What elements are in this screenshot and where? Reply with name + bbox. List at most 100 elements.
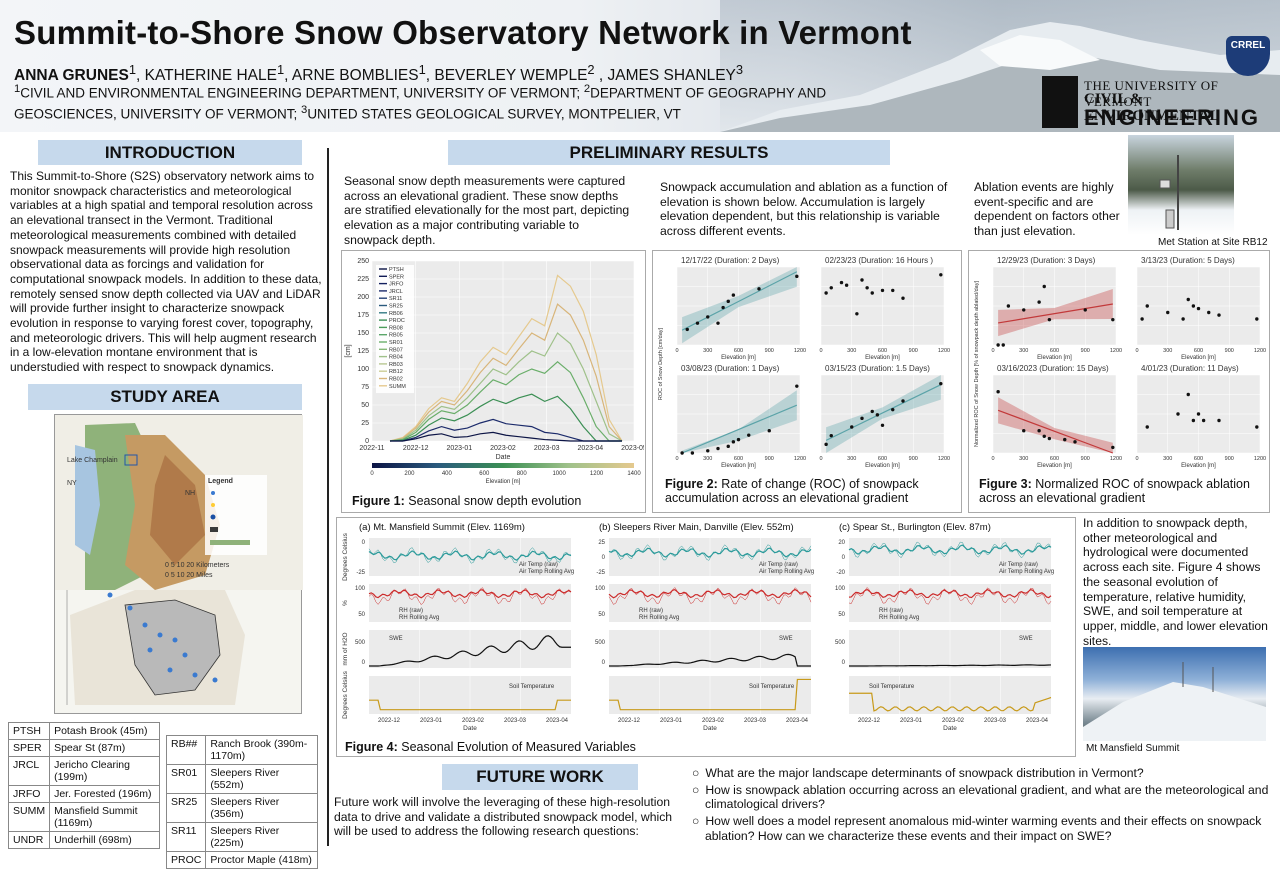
data-point [850,425,854,429]
colorbar-tick: 1200 [590,471,604,477]
site-code: SR11 [165,822,207,852]
data-point [1207,310,1211,315]
future-work-text: Future work will involve the leveraging … [334,795,673,839]
row-label: % [342,600,349,606]
met-station-photo [1128,135,1234,235]
data-point [1063,437,1067,442]
air-temp-rolling [848,544,1052,556]
legend-label: SPER [389,274,404,280]
figure-1-text: Seasonal snow depth evolution [404,494,582,508]
legend-label: RH (raw) [879,608,903,614]
x-tick-label: 2022-12 [378,718,401,724]
data-point [685,327,689,332]
panel-title: 03/08/23 (Duration: 1 Days) [681,364,780,373]
question-1: What are the major landscape determinant… [705,766,1144,780]
author-wemple-affil: 2 [587,62,595,77]
fit-line [681,271,798,331]
fit-line [681,404,798,454]
data-point [731,440,736,444]
rh-rolling [608,588,812,599]
results-text-4: In addition to snowpack depth, other met… [1083,516,1268,648]
x-tick-label: 600 [1050,456,1059,462]
swe-line [369,635,571,667]
data-point [939,273,943,277]
swe-line [609,653,811,667]
data-point [1140,317,1144,321]
x-tick-label: 300 [1019,456,1028,462]
legend-label: Soil Temperature [869,684,915,690]
data-point [996,390,1000,394]
data-point [1201,418,1206,423]
data-point [1022,308,1026,312]
data-point [824,291,828,295]
site-code: SPER [7,739,51,757]
column-title: (b) Sleepers River Main, Danville (Elev.… [599,522,794,533]
data-point [1047,436,1052,441]
figure-1-panel: 0 25 50 75 100 125 150 175 200 225 250 2022-11 2022-… [341,250,647,513]
data-point [1145,304,1149,308]
x-axis-label: Date [463,725,477,732]
table-row: SR11 Sleepers River (225m) [165,822,318,852]
x-tick-label: 0 [1135,348,1138,354]
data-point [795,384,799,388]
confidence-band [826,375,941,453]
list-item: ○ How is snowpack ablation occurring acro… [692,783,1272,812]
legend-label: SR01 [389,340,403,346]
data-point [1006,304,1011,308]
lead-author-affil: 1 [128,62,137,77]
x-tick-label: 2023-01 [446,445,472,452]
legend-label: RB02 [389,377,403,383]
bullet-icon: ○ [692,782,700,797]
table-row: SR25 Sleepers River (356m) [165,793,318,823]
data-point [736,437,741,442]
series-line-rb07 [389,361,622,442]
figure-1-chart: 0 25 50 75 100 125 150 175 200 225 250 2022-11 2022-… [345,258,647,485]
colorbar-tick: 1400 [627,471,641,477]
y-tick-label: 50 [598,612,605,618]
table-row: JRCL Jericho Clearing (199m) [7,756,160,786]
x-tick-label: 900 [909,348,918,354]
y-tick-label: 100 [357,366,369,373]
x-tick-label: 900 [1225,348,1234,354]
y-tick-label: 125 [357,348,369,355]
map-scale-mi: 0 5 10 20 Miles [165,572,213,579]
x-tick-label: 0 [991,348,994,354]
data-point [726,444,730,449]
author-shanley: , JAMES SHANLEY [594,67,736,85]
y-tick-label: 0 [602,555,606,561]
results-heading: PRELIMINARY RESULTS [448,140,890,165]
swe-line [849,664,1052,667]
affil-1-marker: 1 [14,83,21,95]
data-point [824,442,828,447]
x-tick-label: 2023-02 [462,718,485,724]
y-tick-label: 0 [362,660,366,666]
x-tick-label: 600 [878,456,887,462]
x-tick-label: 600 [734,456,743,462]
x-tick-label: 300 [703,456,712,462]
data-point [721,305,725,310]
x-tick-label: 2022-12 [618,718,641,724]
map-lake-label: Lake Champlain [67,457,118,464]
affil-3: UNITED STATES GEOLOGICAL SURVEY, MONTPEL… [307,106,681,121]
x-tick-label: 1200 [794,456,806,462]
data-point [1111,317,1115,322]
x-tick-label: 0 [819,348,822,354]
y-tick-label: 500 [355,640,366,646]
figure-3-label: Figure 3: [979,477,1032,491]
colorbar-tick: 800 [517,471,528,477]
colorbar-tick: 600 [479,471,490,477]
x-tick-label: 0 [675,456,678,462]
data-point [1255,317,1259,321]
confidence-band [998,289,1113,337]
x-axis-label: Elevation [m] [1181,355,1216,361]
y-tick-label: 75 [361,384,369,391]
figure-2-text: Rate of change (ROC) of snowpack accumul… [665,477,919,505]
map-ny-label: NY [67,480,77,487]
x-tick-label: 300 [1019,348,1028,354]
list-item: ○ How well does a model represent anomalo… [692,814,1272,843]
x-tick-label: 300 [847,348,856,354]
data-point [901,399,905,403]
legend-label: SWE [1019,636,1033,642]
author-bomblies: , ARNE BOMBLIES [284,67,419,85]
bullet-icon: ○ [692,766,700,780]
